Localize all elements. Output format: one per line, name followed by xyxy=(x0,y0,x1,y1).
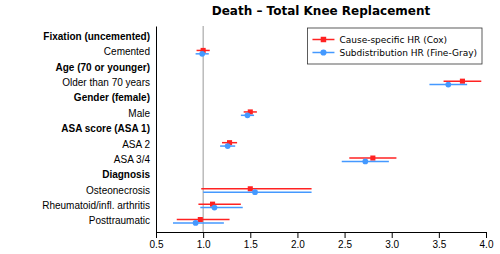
confidence-interval xyxy=(200,207,242,209)
x-tick: 2.0 xyxy=(291,232,305,250)
group-header: ASA score (ASA 1) xyxy=(61,123,150,134)
estimate xyxy=(193,220,199,226)
y-tick: Gender (female) xyxy=(74,92,156,103)
legend-marker xyxy=(321,37,326,42)
legend-label: Cause-specific HR (Cox) xyxy=(339,35,447,45)
series xyxy=(173,51,467,226)
title: Death – Total Knee Replacement xyxy=(212,4,431,18)
x-tick-mark xyxy=(156,232,157,238)
x-tick-label: 3.0 xyxy=(385,239,399,250)
x-tick-mark xyxy=(345,232,346,238)
y-tick: ASA score (ASA 1) xyxy=(61,123,156,134)
x-tick-label: 0.5 xyxy=(150,239,164,250)
x-axis-line xyxy=(157,233,487,239)
row-label: Rheumatoid/infl. arthritis xyxy=(42,200,150,211)
y-tick: ASA 2 xyxy=(122,139,156,150)
estimate xyxy=(212,205,218,211)
x-tick-mark xyxy=(392,232,393,238)
estimate xyxy=(460,79,465,84)
group-header: Fixation (uncemented) xyxy=(43,31,150,42)
x-tick-mark xyxy=(486,232,487,238)
estimate xyxy=(199,51,205,57)
y-tick: Posttraumatic xyxy=(89,215,156,226)
y-tick: Age (70 or younger) xyxy=(56,62,156,73)
group-header: Age (70 or younger) xyxy=(56,62,150,73)
y-tick: ASA 3/4 xyxy=(114,154,156,165)
estimate xyxy=(252,189,258,195)
estimate xyxy=(370,156,375,161)
legend-marker xyxy=(320,49,326,55)
x-tick: 0.5 xyxy=(150,232,164,250)
x-tick-mark xyxy=(439,232,440,238)
legend-item: Cause-specific HR (Cox) xyxy=(312,35,447,45)
x-tick-label: 1.5 xyxy=(244,239,258,250)
confidence-interval xyxy=(201,188,311,190)
x-tick: 1.5 xyxy=(244,232,258,250)
series xyxy=(177,48,482,222)
x-tick: 3.5 xyxy=(432,232,446,250)
estimate xyxy=(225,143,231,149)
legend: Cause-specific HR (Cox) Subdistribution H… xyxy=(307,28,482,64)
x-tick-label: 2.5 xyxy=(338,239,352,250)
x-tick-mark xyxy=(203,232,204,238)
x-tick: 3.0 xyxy=(385,232,399,250)
estimate xyxy=(445,82,451,88)
y-axis-line xyxy=(156,27,157,233)
legend-label: Subdistribution HR (Fine-Gray) xyxy=(339,48,477,58)
x-tick-label: 4.0 xyxy=(480,239,494,250)
row-label: Posttraumatic xyxy=(89,215,150,226)
x-tick: 1.0 xyxy=(197,232,211,250)
x-tick-label: 2.0 xyxy=(291,239,305,250)
legend-frame xyxy=(307,28,482,64)
confidence-interval xyxy=(177,219,230,221)
y-tick: Diagnosis xyxy=(102,169,156,180)
plot: 0.5 1.0 1.5 2.0 2.5 3.0 3.5 4.0 Fixation (unceme… xyxy=(42,26,494,250)
row-label: Osteonecrosis xyxy=(86,185,150,196)
reference-line xyxy=(203,26,204,232)
x-tick-mark xyxy=(250,232,251,238)
y-tick: Fixation (uncemented) xyxy=(43,31,156,42)
x-tick-label: 3.5 xyxy=(432,239,446,250)
y-tick: Male xyxy=(128,108,156,119)
x-tick: 2.5 xyxy=(338,232,352,250)
legend-item: Subdistribution HR (Fine-Gray) xyxy=(312,48,477,58)
estimate xyxy=(362,159,368,165)
group-header: Diagnosis xyxy=(102,169,150,180)
estimate xyxy=(248,186,253,191)
marks xyxy=(173,26,481,232)
confidence-interval xyxy=(198,203,240,205)
row-label: Male xyxy=(128,108,150,119)
estimate xyxy=(198,217,203,222)
row-label: ASA 2 xyxy=(122,139,150,150)
row-label: Cemented xyxy=(104,46,150,57)
estimate xyxy=(245,112,251,118)
row-label: ASA 3/4 xyxy=(114,154,151,165)
y-tick: Cemented xyxy=(104,46,156,57)
row-label: Older than 70 years xyxy=(62,77,150,88)
x-axis: 0.5 1.0 1.5 2.0 2.5 3.0 3.5 4.0 xyxy=(150,232,494,250)
x-tick-label: 1.0 xyxy=(197,239,211,250)
group-header: Gender (female) xyxy=(74,92,150,103)
y-tick: Rheumatoid/infl. arthritis xyxy=(42,200,156,211)
x-tick: 4.0 xyxy=(480,232,494,250)
y-tick: Osteonecrosis xyxy=(86,185,156,196)
x-tick-mark xyxy=(297,232,298,238)
y-tick: Older than 70 years xyxy=(62,77,156,88)
y-axis: Fixation (uncemented) Cemented Age (70 or … xyxy=(42,27,156,233)
chart: Death – Total Knee Replacement 0.5 1.0 1.5 2… xyxy=(0,0,500,254)
